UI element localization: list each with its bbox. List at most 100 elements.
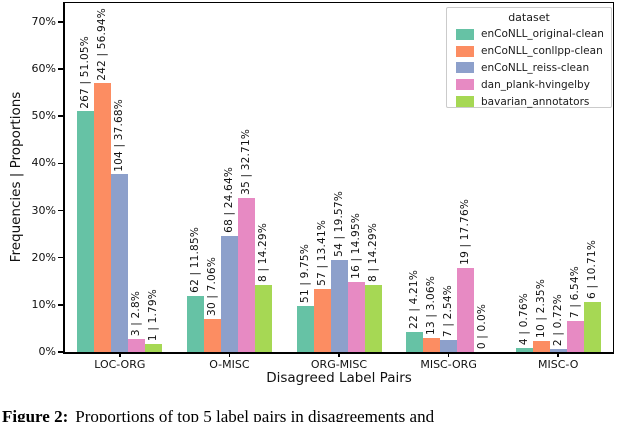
bar-enCoNLL_original-clean-LOC-ORG [77, 111, 95, 352]
bar-value-label: 35 | 32.71% [239, 128, 252, 195]
y-tick-label: 50% [31, 109, 56, 123]
y-tick-mark [58, 162, 63, 165]
bar-value-label: 8 | 14.29% [366, 222, 379, 282]
bar-enCoNLL_reiss-clean-MISC-ORG [440, 340, 458, 352]
x-tick-mark [338, 352, 340, 357]
right-spine [613, 2, 614, 352]
legend-swatch-icon [456, 79, 474, 91]
bar-dan_plank-hvingelby-MISC-O [566, 321, 584, 352]
y-axis-label: Frequencies | Proportions [8, 91, 24, 263]
left-spine [63, 3, 65, 352]
y-tick-mark [58, 21, 63, 23]
y-tick-mark [58, 304, 63, 306]
bar-value-label: 30 | 7.06% [205, 256, 218, 316]
legend-entry-label: enCoNLL_conllpp-clean [481, 45, 603, 58]
bar-enCoNLL_conllpp-clean-O-MISC [203, 318, 221, 352]
legend-entry: dan_plank-hvingelby [447, 76, 611, 93]
legend-swatch-icon [456, 28, 474, 40]
bar-value-label: 0 | 0.0% [476, 303, 489, 349]
bar-value-label: 68 | 24.64% [222, 166, 235, 233]
legend-entry: enCoNLL_original-clean [447, 26, 611, 43]
x-tick-mark [557, 352, 559, 357]
bar-value-label: 104 | 37.68% [113, 98, 126, 172]
legend-swatch-icon [456, 45, 474, 57]
bar-bavarian_annotators-LOC-ORG [145, 343, 163, 352]
legend: dataset enCoNLL_original-clean enCoNLL_co… [446, 7, 612, 108]
x-axis-label: Disagreed Label Pairs [266, 370, 412, 386]
legend-entries: enCoNLL_original-clean enCoNLL_conllpp-cl… [447, 26, 611, 110]
x-tick-label: MISC-O [538, 358, 579, 371]
bar-bavarian_annotators-O-MISC [254, 284, 272, 352]
bar-dan_plank-hvingelby-O-MISC [237, 197, 255, 352]
bar-enCoNLL_conllpp-clean-MISC-ORG [423, 337, 441, 352]
x-tick-mark [119, 352, 121, 357]
bar-value-label: 8 | 14.29% [256, 222, 269, 282]
figure-caption-text: Proportions of top 5 label pairs in disa… [75, 407, 435, 422]
bar-enCoNLL_reiss-clean-LOC-ORG [111, 174, 129, 352]
y-tick-mark [58, 351, 63, 353]
y-tick-label: 20% [31, 250, 56, 264]
y-tick-label: 0% [38, 345, 56, 358]
bar-bavarian_annotators-MISC-O [583, 301, 601, 352]
legend-entry: enCoNLL_reiss-clean [447, 60, 611, 77]
bar-enCoNLL_conllpp-clean-MISC-O [532, 340, 550, 352]
y-tick-label: 40% [31, 156, 56, 170]
bar-value-label: 1 | 1.79% [147, 288, 160, 341]
bar-enCoNLL_conllpp-clean-LOC-ORG [94, 83, 112, 352]
bar-bavarian_annotators-ORG-MISC [364, 284, 382, 352]
bar-enCoNLL_original-clean-MISC-O [515, 348, 533, 352]
bar-dan_plank-hvingelby-ORG-MISC [347, 281, 365, 352]
bar-enCoNLL_reiss-clean-MISC-O [549, 348, 567, 352]
bar-value-label: 19 | 17.76% [459, 199, 472, 266]
legend-swatch-icon [456, 96, 474, 108]
y-tick-label: 30% [31, 203, 56, 217]
bar-value-label: 16 | 14.95% [349, 212, 362, 279]
bar-enCoNLL_reiss-clean-O-MISC [220, 235, 238, 352]
legend-entry-label: dan_plank-hvingelby [481, 78, 590, 91]
bar-value-label: 13 | 3.06% [425, 275, 438, 335]
bar-value-label: 10 | 2.35% [534, 278, 547, 338]
bar-chart: 267 | 51.05% 62 | 11.85% 51 | 9.75% 22 | 4.… [8, 2, 614, 386]
y-tick-label: 10% [31, 297, 56, 311]
bar-value-label: 7 | 2.54% [442, 284, 455, 338]
x-tick-mark [228, 352, 231, 357]
legend-entry-label: bavarian_annotators [481, 95, 590, 108]
y-tick-mark [58, 209, 63, 212]
y-tick-mark [58, 68, 63, 70]
legend-entry-label: enCoNLL_reiss-clean [481, 61, 590, 74]
bar-value-label: 4 | 0.76% [517, 293, 530, 346]
x-tick-label: MISC-ORG [420, 358, 477, 371]
bar-value-label: 22 | 4.21% [408, 270, 421, 330]
x-tick-mark [447, 352, 450, 357]
x-tick-label: LOC-ORG [94, 358, 146, 371]
x-tick-label: ORG-MISC [310, 358, 368, 371]
y-tick-label: 60% [31, 62, 56, 76]
legend-swatch-icon [456, 62, 474, 74]
legend-entry: bavarian_annotators [447, 93, 611, 110]
bar-value-label: 51 | 9.75% [298, 244, 311, 304]
plot-area: 267 | 51.05% 62 | 11.85% 51 | 9.75% 22 | 4.… [65, 3, 613, 352]
bar-dan_plank-hvingelby-MISC-ORG [457, 268, 475, 352]
bar-dan_plank-hvingelby-LOC-ORG [128, 338, 146, 352]
y-tick-mark [58, 115, 63, 117]
bar-enCoNLL_original-clean-O-MISC [186, 296, 204, 352]
bar-value-label: 7 | 6.54% [568, 266, 581, 319]
bar-value-label: 62 | 11.85% [188, 227, 201, 294]
bar-enCoNLL_reiss-clean-ORG-MISC [330, 259, 348, 352]
top-spine [63, 2, 614, 3]
legend-entry: enCoNLL_conllpp-clean [447, 43, 611, 60]
x-tick-label: O-MISC [209, 358, 250, 371]
bar-value-label: 6 | 10.71% [585, 239, 598, 299]
y-tick-mark [58, 256, 63, 259]
figure-caption: Figure 2: Proportions of top 5 label pair… [2, 407, 618, 422]
bar-value-label: 242 | 56.94% [96, 7, 109, 81]
legend-entry-label: enCoNLL_original-clean [481, 28, 604, 41]
bar-enCoNLL_original-clean-MISC-ORG [406, 332, 424, 352]
bar-value-label: 3 | 2.8% [130, 290, 143, 336]
bar-value-label: 57 | 13.41% [315, 219, 328, 286]
bar-value-label: 54 | 19.57% [332, 190, 345, 257]
y-tick-label: 70% [31, 14, 56, 28]
bar-value-label: 267 | 51.05% [79, 35, 92, 109]
legend-title: dataset [508, 11, 550, 24]
